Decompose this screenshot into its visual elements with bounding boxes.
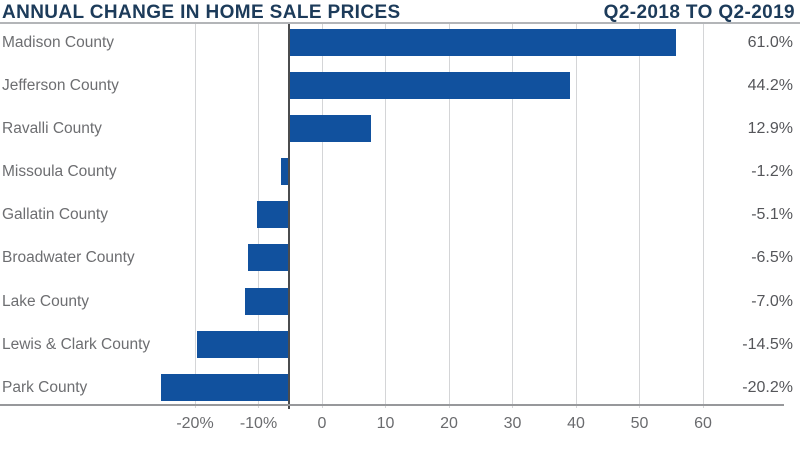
bar (160, 373, 289, 401)
value-label: -5.1% (751, 206, 793, 224)
category-label: Missoula County (2, 163, 117, 181)
x-tick-label: -20% (176, 415, 214, 432)
value-label: -7.0% (751, 292, 793, 310)
x-axis-line (0, 404, 784, 406)
bar (289, 115, 371, 143)
gridline (702, 24, 704, 408)
gridline (512, 24, 513, 408)
bar (289, 28, 677, 56)
value-label: -20.2% (742, 378, 793, 396)
chart-title: ANNUAL CHANGE IN HOME SALE PRICES (2, 2, 401, 23)
x-tick-label: 40 (567, 415, 585, 432)
bar-baseline (288, 24, 290, 409)
category-label: Madison County (2, 33, 115, 51)
bar (247, 244, 289, 272)
gridline (639, 24, 640, 408)
value-label: 61.0% (747, 33, 793, 51)
x-tick-label: 60 (694, 415, 712, 432)
header-divider (0, 22, 800, 24)
value-label: -14.5% (742, 335, 793, 353)
bar (196, 330, 289, 358)
gridline (385, 24, 386, 408)
category-label: Park County (2, 378, 88, 396)
bar (289, 71, 570, 99)
category-label: Gallatin County (2, 206, 108, 224)
bar (281, 158, 289, 186)
chart-subtitle: Q2-2018 TO Q2-2019 (603, 2, 795, 23)
x-tick-label: 30 (503, 415, 522, 432)
gridline (194, 24, 196, 408)
bar (244, 287, 289, 315)
gridline (448, 24, 450, 408)
category-label: Lewis & Clark County (2, 335, 151, 353)
x-tick-label: -10% (239, 415, 278, 432)
value-label: -1.2% (751, 163, 793, 181)
x-tick-label: 10 (376, 415, 395, 432)
category-label: Ravalli County (2, 120, 102, 138)
category-label: Broadwater County (2, 249, 135, 267)
gridline (321, 24, 323, 408)
category-label: Jefferson County (2, 76, 119, 94)
value-label: 12.9% (747, 120, 793, 138)
x-tick-label: 20 (440, 415, 458, 432)
x-tick-label: 50 (630, 415, 649, 432)
bar (256, 201, 289, 229)
value-label: 44.2% (747, 76, 793, 94)
gridline (575, 24, 577, 408)
category-label: Lake County (2, 292, 90, 310)
value-label: -6.5% (751, 249, 793, 267)
x-tick-label: 0 (317, 415, 327, 432)
